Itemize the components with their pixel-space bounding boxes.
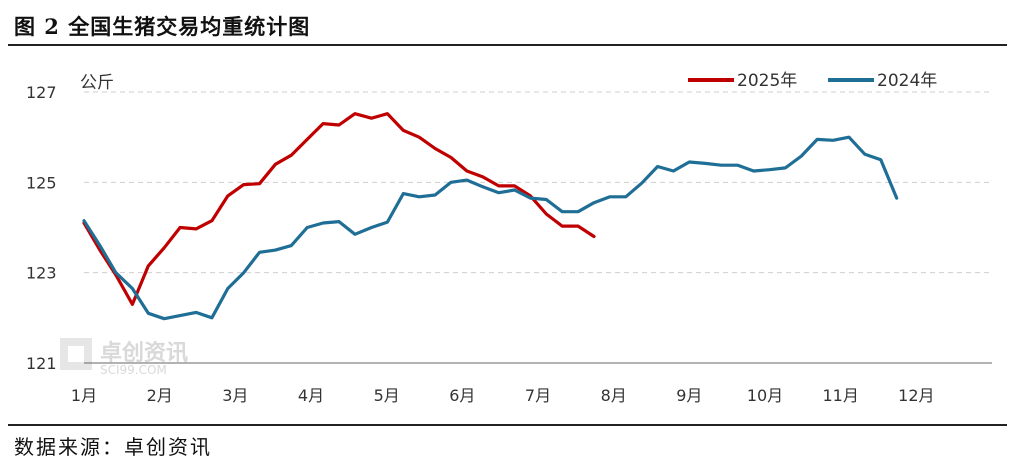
y-tick-123: 123 [26,264,57,283]
grid-lines [84,91,992,274]
y-tick-127: 127 [26,83,57,102]
data-source: 数据来源：卓创资讯 [14,435,212,459]
series-lines [82,112,899,321]
y-tick-121: 121 [26,354,57,373]
y-tick-labels: 121 123 125 127 [26,83,57,373]
x-tick-2: 2月 [147,386,173,405]
x-tick-5: 5月 [374,386,400,405]
x-tick-8: 8月 [601,386,627,405]
watermark-logo: 卓创资讯 SCI99.COM [60,338,188,377]
title-bar: 图 2 全国生猪交易均重统计图 [0,0,1015,46]
legend-label-2025年: 2025年 [737,71,797,91]
x-tick-4: 4月 [298,386,324,405]
watermark-name: 卓创资讯 [100,341,188,366]
top-rule [8,44,1007,46]
y-tick-125: 125 [26,173,57,192]
watermark-box-inner [68,346,84,362]
x-tick-3: 3月 [222,386,248,405]
x-tick-10: 10月 [747,386,783,405]
y-unit-label: 公斤 [80,73,114,93]
watermark-site: SCI99.COM [100,363,167,377]
series-line-2024年 [82,135,899,321]
series-line-2025年 [82,112,596,306]
x-tick-11: 11月 [822,386,858,405]
legend-label-2024年: 2024年 [877,71,937,91]
chart-title: 图 2 全国生猪交易均重统计图 [14,14,311,39]
x-tick-12: 12月 [898,386,934,405]
x-tick-7: 7月 [525,386,551,405]
x-tick-1: 1月 [71,386,97,405]
x-tick-6: 6月 [449,386,475,405]
x-tick-9: 9月 [676,386,702,405]
bottom-rule [8,424,1007,426]
x-tick-labels: 1月 2月 3月 4月 5月 6月 7月 8月 9月 10月 11月 12月 [71,386,935,405]
legend: 2025年 2024年 [688,71,937,91]
